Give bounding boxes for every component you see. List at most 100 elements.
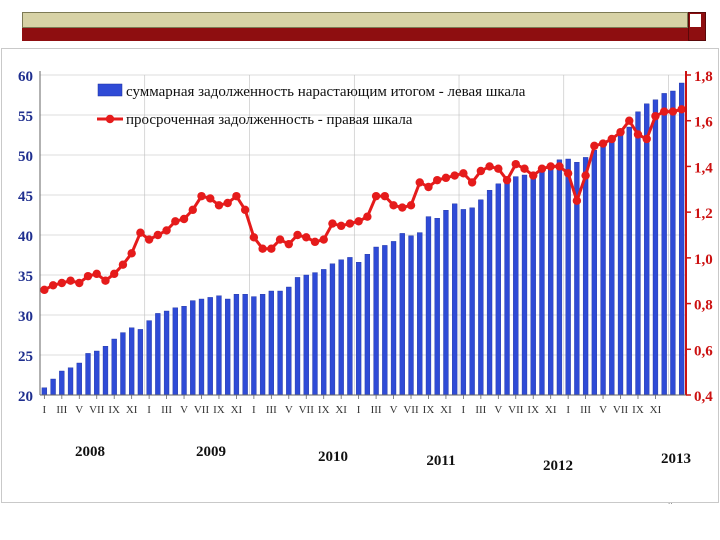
legend-line-marker (105, 114, 115, 124)
y-left-tick-label: 60 (18, 69, 33, 85)
debt-bar (495, 183, 501, 396)
x-month-label: I (43, 404, 47, 416)
x-month-label: I (357, 404, 361, 416)
debt-bar (163, 310, 170, 396)
x-month-label: IX (318, 404, 330, 416)
debt-bar (469, 207, 475, 396)
overdue-point (563, 169, 573, 178)
debt-bar (661, 93, 667, 396)
overdue-point (651, 111, 660, 121)
overdue-point (502, 175, 512, 185)
y-right-tick-label: 0,8 (694, 298, 713, 314)
overdue-point (581, 171, 590, 180)
debt-bar (582, 157, 589, 396)
debt-bar (478, 199, 484, 396)
x-month-label: IX (108, 404, 120, 416)
debt-bar (486, 189, 493, 396)
debt-bar (67, 367, 74, 396)
corner-highlight (690, 14, 701, 27)
year-label: 2013 (661, 451, 691, 467)
debt-bar (513, 176, 519, 396)
overdue-point (625, 116, 634, 125)
debt-bar (452, 203, 458, 396)
overdue-point (162, 226, 171, 235)
x-month-label: V (180, 404, 188, 416)
debt-bar (373, 246, 379, 396)
y-right-tick-label: 1,6 (694, 115, 713, 131)
x-month-label: XI (335, 404, 347, 416)
overdue-point (459, 169, 468, 178)
debt-bar (521, 174, 528, 396)
x-month-label: XI (650, 404, 662, 416)
overdue-point (144, 235, 154, 244)
x-month-label: V (285, 404, 293, 416)
y-left-tick-label: 30 (18, 309, 33, 325)
footer-mark: .. (668, 497, 673, 506)
overdue-point (555, 162, 564, 171)
debt-bar (399, 233, 405, 396)
overdue-point (389, 201, 398, 210)
debt-bar (181, 306, 187, 396)
overdue-point (590, 141, 599, 151)
overdue-point (511, 159, 520, 169)
debt-bar (59, 370, 65, 396)
legend: суммарная задолженность нарастающим итог… (97, 83, 526, 128)
overdue-point (336, 221, 346, 231)
debt-bar (417, 232, 423, 396)
debt-bar (548, 164, 554, 396)
debt-bar (530, 173, 536, 396)
overdue-point (223, 198, 232, 208)
y-right-tick-label: 1,4 (694, 160, 713, 176)
x-month-label: III (56, 404, 67, 416)
x-month-label: VII (194, 404, 210, 416)
debt-bar (460, 209, 467, 396)
debt-bar (408, 235, 414, 396)
debt-bar (303, 274, 309, 396)
y-left-tick-label: 35 (18, 269, 33, 285)
x-month-label: III (580, 404, 591, 416)
overdue-point (48, 281, 58, 290)
x-month-label: XI (440, 404, 452, 416)
overdue-point (607, 134, 616, 144)
overdue-point (406, 201, 416, 210)
debt-bar (670, 90, 676, 396)
debt-bar (233, 294, 240, 396)
debt-bar (652, 99, 659, 396)
x-month-label: I (147, 404, 151, 416)
debt-bar (294, 277, 301, 396)
x-month-label: V (75, 404, 83, 416)
overdue-point (398, 203, 407, 212)
overdue-point (659, 107, 669, 116)
debt-bar (172, 307, 178, 396)
debt-bar (277, 290, 283, 396)
title-strip (22, 12, 688, 28)
debt-bar (190, 300, 196, 396)
overdue-point (92, 269, 101, 279)
x-month-label: V (599, 404, 607, 416)
x-month-label: IX (423, 404, 435, 416)
debt-bar (609, 141, 615, 396)
debt-bar (591, 149, 597, 396)
overdue-point (57, 278, 67, 288)
year-label: 2010 (318, 449, 348, 465)
debt-bar (41, 387, 48, 396)
overdue-point (153, 230, 163, 240)
debt-bar (390, 241, 397, 396)
x-month-label: IX (213, 404, 225, 416)
debt-bar (251, 296, 257, 396)
overdue-point (284, 239, 293, 249)
overdue-point (380, 191, 390, 201)
debt-bar (600, 145, 606, 396)
y-right-tick-label: 0,4 (694, 389, 713, 405)
overdue-point (328, 219, 337, 228)
debt-bar (146, 320, 152, 396)
debt-bar (355, 262, 362, 396)
x-month-label: I (252, 404, 256, 416)
y-left-tick-label: 20 (18, 389, 33, 405)
overdue-point (642, 134, 651, 144)
y-left-tick-label: 50 (18, 149, 33, 165)
debt-bar (76, 362, 82, 396)
overdue-point (66, 276, 75, 285)
y-right-tick-label: 0,6 (694, 343, 713, 359)
